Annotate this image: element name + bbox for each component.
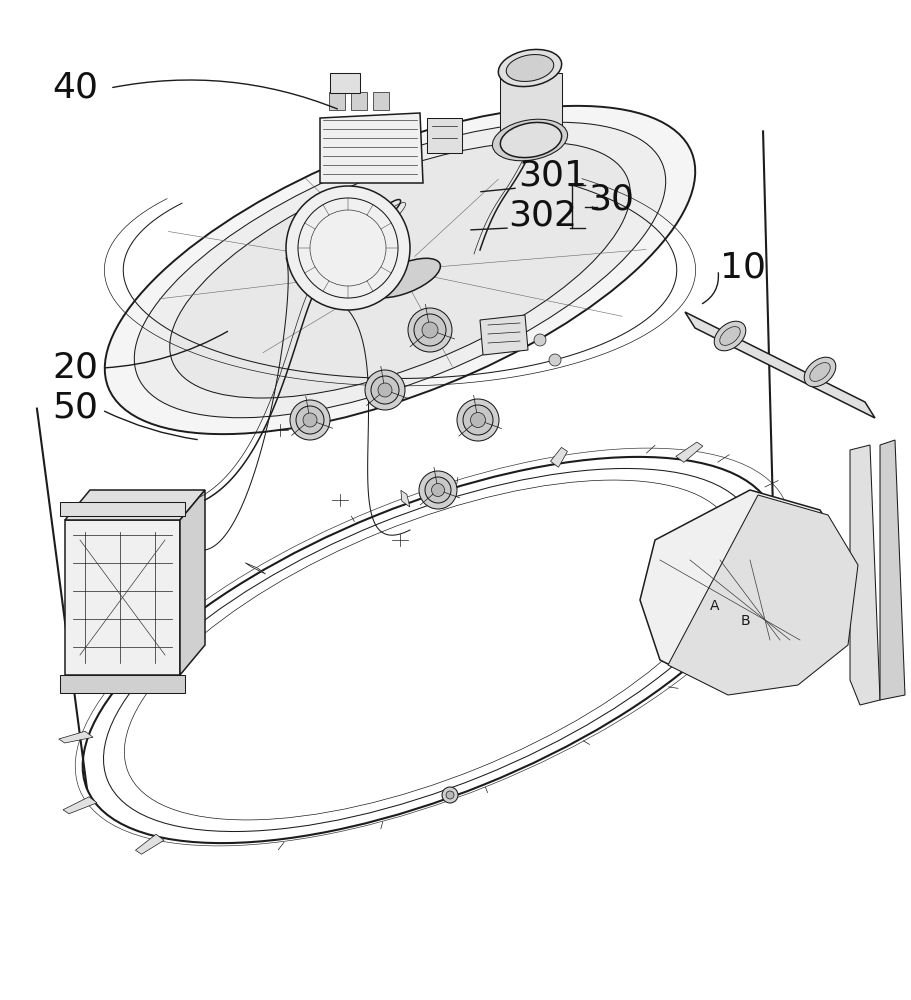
Text: 301: 301 — [517, 158, 587, 192]
Ellipse shape — [105, 106, 694, 434]
Polygon shape — [65, 520, 179, 675]
Polygon shape — [63, 797, 97, 814]
Circle shape — [456, 399, 498, 441]
Polygon shape — [499, 73, 561, 138]
Polygon shape — [320, 113, 423, 183]
Polygon shape — [550, 447, 567, 467]
Polygon shape — [849, 445, 879, 705]
Text: A: A — [710, 599, 719, 613]
Polygon shape — [640, 490, 849, 690]
Polygon shape — [351, 92, 366, 110]
Circle shape — [286, 186, 410, 310]
Ellipse shape — [506, 55, 553, 81]
Text: 20: 20 — [52, 351, 97, 385]
Polygon shape — [684, 312, 874, 418]
Polygon shape — [60, 502, 185, 516]
Circle shape — [302, 413, 317, 427]
Ellipse shape — [369, 258, 440, 298]
Ellipse shape — [719, 327, 740, 345]
Ellipse shape — [804, 357, 834, 387]
Circle shape — [470, 412, 485, 428]
Polygon shape — [58, 731, 93, 743]
Circle shape — [442, 787, 457, 803]
Circle shape — [425, 477, 451, 503]
Polygon shape — [426, 118, 462, 153]
Polygon shape — [123, 650, 153, 656]
Polygon shape — [667, 495, 857, 695]
Circle shape — [534, 334, 546, 346]
Polygon shape — [879, 440, 904, 700]
Ellipse shape — [713, 321, 745, 351]
Circle shape — [407, 308, 452, 352]
Circle shape — [377, 383, 392, 397]
Ellipse shape — [497, 49, 561, 87]
Circle shape — [422, 322, 437, 338]
Polygon shape — [179, 490, 205, 675]
Text: 40: 40 — [52, 71, 97, 105]
Ellipse shape — [492, 119, 567, 161]
Ellipse shape — [809, 363, 829, 381]
Ellipse shape — [134, 122, 665, 418]
Polygon shape — [136, 834, 164, 854]
Circle shape — [431, 484, 444, 496]
Polygon shape — [675, 442, 702, 462]
Circle shape — [371, 376, 398, 404]
Polygon shape — [65, 490, 205, 520]
Ellipse shape — [169, 142, 630, 398]
Polygon shape — [373, 92, 389, 110]
Polygon shape — [401, 490, 409, 507]
Polygon shape — [330, 73, 360, 93]
Polygon shape — [60, 675, 185, 693]
Text: 50: 50 — [52, 391, 97, 425]
Ellipse shape — [500, 122, 561, 158]
Text: 302: 302 — [507, 198, 577, 232]
Polygon shape — [479, 315, 527, 355]
Text: 10: 10 — [719, 251, 765, 285]
Polygon shape — [329, 92, 344, 110]
Circle shape — [296, 406, 323, 434]
Ellipse shape — [83, 457, 776, 843]
Circle shape — [548, 354, 560, 366]
Text: 30: 30 — [588, 183, 633, 217]
Circle shape — [364, 370, 404, 410]
Circle shape — [445, 791, 454, 799]
Circle shape — [463, 405, 493, 435]
Circle shape — [418, 471, 456, 509]
Polygon shape — [245, 563, 265, 574]
Circle shape — [290, 400, 330, 440]
Text: B: B — [740, 614, 749, 628]
Circle shape — [414, 314, 445, 346]
